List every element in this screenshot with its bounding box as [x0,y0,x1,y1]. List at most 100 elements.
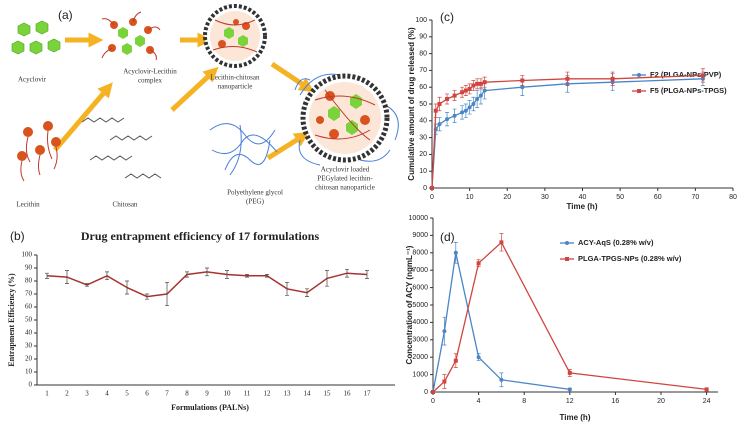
legend-marker [637,89,641,93]
x-tick-label: 15 [324,390,332,398]
y-axis-label: Concentration of ACY (ngmL⁻¹) [405,245,414,364]
diagram-label: Lecithin-chitosan [211,74,260,82]
y-tick-label: 8000 [412,250,428,257]
marker [499,240,504,245]
x-tick-label: 60 [654,194,662,201]
x-tick-label: 20 [657,398,665,405]
y-tick-label: 10 [419,168,427,175]
error-bar [105,271,109,281]
marker [467,105,472,110]
chart: (d) Time (h) Concentration of ACY (ngmL⁻¹)… [405,215,718,422]
y-tick-label: 40 [25,329,33,337]
data-line [432,252,570,393]
marker [704,387,709,392]
marker [475,81,480,86]
series: PLGA-TPGS-NPs (0.28% w/v) [431,233,709,394]
legend-label: F2 (PLGA-NPs-PVP) [650,70,722,79]
diagram-label: nanoparticle [218,83,253,91]
marker [437,122,442,127]
series [45,267,369,307]
arrows [53,32,315,161]
error-bar [65,270,69,284]
x-tick-label: 3 [85,390,89,398]
lecithin-icon [17,121,61,182]
x-tick-label: 7 [165,390,169,398]
y-axis-label: Entrapment Efficiency (%) [7,273,16,367]
marker [433,108,438,113]
y-tick-label: 100 [415,17,427,24]
x-tick-label: 16 [612,398,620,405]
error-bar [325,270,329,287]
y-tick-label: 4000 [412,319,428,326]
diagram-label: complex [138,77,163,85]
marker [431,390,435,394]
x-tick-label: 10 [466,194,474,201]
marker [445,117,450,122]
x-tick-label: 9 [205,390,209,398]
diagram-label: Chitosan [113,201,138,209]
error-bar [225,270,229,279]
diagram-label: chitosan nanoparticle [315,184,375,192]
x-tick-label: 0 [430,194,434,201]
marker [567,387,572,392]
chart: Drug entrapment efficiency of 17 formula… [7,229,395,412]
marker [437,102,442,106]
x-tick-label: 8 [185,390,189,398]
error-bar [125,280,129,295]
y-tick-label: 40 [419,118,427,125]
y-tick-label: 60 [25,303,33,311]
acyclovir-icons [11,20,61,55]
error-bar [205,267,209,277]
peg-icon [209,123,278,176]
marker [452,113,457,118]
x-tick-label: 11 [244,390,251,398]
y-tick-label: 3000 [412,337,428,344]
y-tick-label: 2000 [412,354,428,361]
marker [463,88,468,93]
y-tick-label: 50 [419,101,427,108]
data-line [431,78,703,189]
marker [700,73,705,78]
x-tick-label: 16 [344,390,352,398]
marker [471,102,476,106]
marker [475,96,480,101]
chitosan-icon [81,117,162,179]
y-tick-label: 20 [25,355,33,363]
marker [442,329,447,334]
y-tick-label: 70 [419,67,427,74]
y-tick-label: 10 [25,368,33,376]
x-axis-label: Formulations (PALNs) [171,403,249,412]
x-tick-label: 5 [125,390,129,398]
y-tick-label: 1000 [412,371,428,378]
legend-marker [565,257,569,261]
diagram-label: (PEG) [246,198,265,206]
marker [482,80,487,85]
marker [460,110,465,115]
y-tick-label: 0 [423,185,427,192]
x-tick-label: 50 [616,194,624,201]
y-tick-label: 80 [419,50,427,57]
error-bar [165,281,169,307]
marker [476,355,481,360]
pegylated-nanoparticle-icon [294,73,399,166]
y-tick-label: 20 [419,151,427,158]
y-tick-label: 5000 [412,302,428,309]
x-tick-label: 70 [691,194,699,201]
x-tick-label: 12 [264,390,272,398]
x-tick-label: 30 [541,194,549,201]
x-tick-label: 40 [579,194,587,201]
x-tick-label: 2 [65,390,69,398]
legend-marker [637,73,641,77]
y-tick-label: 50 [25,316,33,324]
marker [467,86,472,91]
series: F2 (PLGA-NPs-PVP) [430,70,722,190]
x-tick-label: 24 [703,398,711,405]
marker [482,88,487,93]
marker [499,377,504,382]
error-bar [365,270,369,279]
diagram-label: Lecithin [16,201,40,209]
marker [453,358,458,363]
marker [442,379,447,384]
chart: (c) Time (h) Cumulative amount of drug rel… [407,10,737,211]
error-bar [185,271,189,278]
